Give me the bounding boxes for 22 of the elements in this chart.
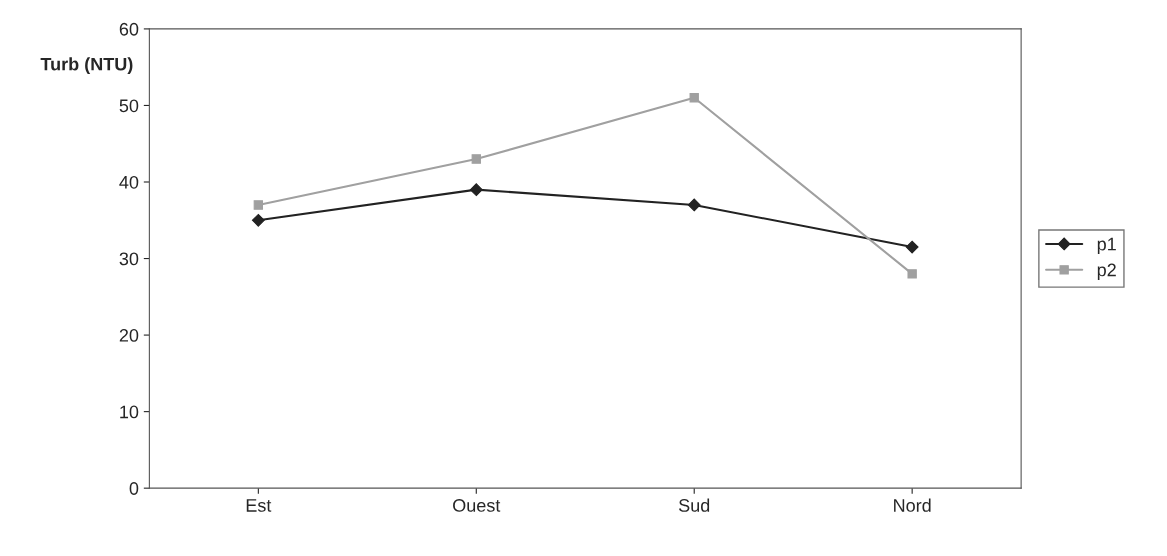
point xyxy=(687,198,701,212)
point xyxy=(905,240,919,254)
point xyxy=(907,269,917,279)
legend-label: p1 xyxy=(1097,237,1116,255)
y-tick-label: 20 xyxy=(119,329,139,342)
x-tick-label: Sud xyxy=(678,498,710,512)
x-tick-label: Nord xyxy=(894,498,931,512)
x-tick-label: Ouest xyxy=(453,499,501,512)
y-tick-label: 50 xyxy=(119,99,139,113)
y-tick-label: 40 xyxy=(119,175,139,189)
y-tick-label: 0 xyxy=(129,482,139,495)
point xyxy=(469,183,483,197)
y-tick-label: 60 xyxy=(119,22,139,36)
x-tick-label: Est xyxy=(246,499,272,512)
y-axis-title: Turb (NTU) xyxy=(40,57,133,75)
y-tick-label: 10 xyxy=(120,405,139,419)
y-tick-label: 30 xyxy=(119,252,139,266)
point xyxy=(251,213,265,227)
point xyxy=(253,200,264,210)
legend-label: p2 xyxy=(1097,263,1116,280)
point xyxy=(689,93,699,103)
point xyxy=(471,154,481,164)
